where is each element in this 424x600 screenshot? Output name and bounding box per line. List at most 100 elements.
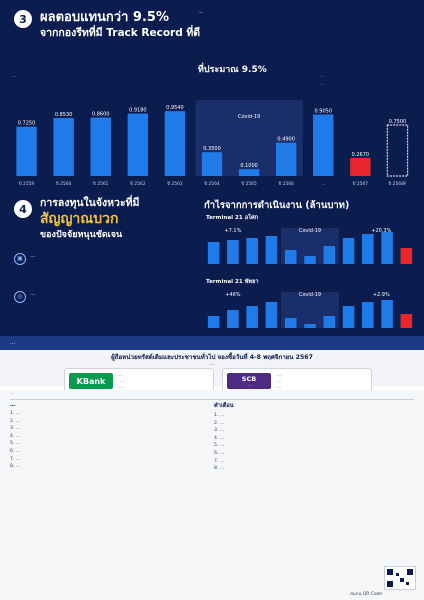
section-number-badge: 4 [14, 200, 32, 218]
bar-value-label: 0.9180 [129, 108, 147, 114]
category-label: ปี 2560 [55, 181, 71, 187]
mini-bar [381, 232, 393, 264]
mini-bar [381, 300, 393, 328]
legend-note-1: … [320, 74, 325, 79]
chart-unit-label: … [12, 74, 17, 79]
subscription-title: ผู้ถือหน่วยทรัสต์เดิมและประชาชนทั่วไป จอ… [111, 354, 313, 361]
bar-value-label: 0.2670 [352, 152, 370, 158]
mini-bar [227, 240, 239, 264]
footer-list-item: 7. … [214, 458, 225, 464]
mini-bar [207, 316, 220, 328]
top-section: 3 ผลตอบแทนกว่า 9.5% จากกองรีทที่มี Track… [0, 0, 424, 336]
footer-list-item: 5. … [214, 443, 225, 449]
mini-chart-2-title: Terminal 21 พัทยา [206, 279, 259, 285]
category-label: ปี 2559 [18, 181, 34, 187]
subscription-strip: … [0, 336, 424, 350]
footer-right-list: 1. … 2. … 3. … 4. … 5. … 6. … 7. … 8. … [214, 412, 414, 473]
footer-list-item: 6. … [10, 448, 21, 454]
mini-bar [400, 314, 413, 328]
bar-value-label: 0.7500 [389, 119, 407, 125]
qr-caption: สแกน QR Code [350, 592, 382, 597]
kbank-logo: KBank [69, 373, 113, 389]
mini-bar [284, 318, 297, 328]
footer-list-item: 4. … [214, 435, 225, 441]
mini-chart-annotation: Covid-19 [299, 228, 321, 234]
bar-value-label: 0.8600 [92, 112, 110, 118]
section4-title-line2: สัญญาณบวก [40, 211, 119, 227]
bar [313, 114, 334, 176]
bar [90, 117, 111, 176]
footer-list-item: 3. … [10, 426, 21, 432]
bar [238, 169, 260, 176]
terminal21-pattaya-chart: +46% Covid-19 +2.9% [207, 292, 413, 328]
qr-code-icon [387, 569, 413, 587]
mini-chart-annotation: Covid-19 [299, 292, 321, 298]
bar-value-label: 0.9050 [315, 108, 333, 114]
scb-details: … … … [277, 372, 282, 389]
mini-bar [304, 256, 316, 264]
footer-list-item: 1. … [214, 413, 225, 418]
bar-value-label: 0.4900 [277, 137, 295, 143]
bullet-item-2: ◎ … [14, 290, 194, 303]
people-icon: ◎ [14, 291, 26, 303]
distribution-bar-chart: Covid-19 0.7250 ปี 2559 0.8530 ปี 2560 0.8600… [16, 100, 409, 187]
mini-bar [342, 306, 355, 328]
mini-bar [362, 302, 374, 328]
bar [386, 124, 409, 177]
terminal21-asok-chart: +7.1% Covid-19 +20.3% [207, 228, 413, 264]
bar [275, 142, 297, 176]
covid-annotation: Covid-19 [238, 114, 260, 120]
mini-bar [246, 238, 258, 264]
footer-section: … … 1. … 2. … 3. … 4. … 5. … 6. … 7. … 8. … คำเ… [0, 390, 424, 600]
section4-title-line3: ของปัจจัยหนุนชัดเจน [40, 230, 123, 240]
footer-left-column: … 1. … 2. … 3. … 4. … 5. … 6. … 7. … 8. … [10, 402, 206, 471]
subscription-subtitle: … [209, 361, 215, 367]
divider [10, 399, 414, 400]
footer-left-title: … [10, 402, 16, 408]
footer-list-item: 3. … [214, 428, 225, 434]
bar-value-label: 0.7250 [18, 121, 36, 127]
bar-value-label: 0.8530 [55, 112, 73, 118]
mini-bar [323, 316, 336, 328]
mini-bar [246, 306, 258, 328]
category-label: … [321, 182, 325, 187]
footer-list-item: 4. … [10, 433, 21, 439]
mini-bar [323, 246, 336, 264]
category-label: ปี 2564 [204, 181, 220, 187]
mini-bar [400, 248, 413, 264]
operating-profit-title: กำไรจากการดำเนินงาน (ล้านบาท) [204, 200, 350, 211]
category-label: ปี 2562 [130, 181, 146, 187]
section3-title-line1: ผลตอบแทนกว่า 9.5% [40, 10, 169, 25]
mini-chart-annotation: +7.1% [224, 228, 241, 234]
mini-bar [284, 250, 297, 264]
mini-bar [342, 238, 355, 264]
qr-code-image[interactable] [384, 566, 416, 590]
footer-right-column: คำเตือน 1. … 2. … 3. … 4. … 5. … 6. … 7. … 8. … [214, 402, 414, 473]
mini-bar [265, 302, 278, 328]
footer-list-item: 2. … [214, 420, 225, 426]
building-icon: ▣ [14, 253, 26, 265]
mini-chart-annotation: +2.9% [373, 292, 390, 298]
footer-list-item: 7. … [10, 456, 21, 462]
mini-bar [227, 310, 239, 328]
section3-title-line2: จากกองรีทที่มี Track Record ที่ดี [40, 27, 201, 39]
footer-left-list: 1. … 2. … 3. … 4. … 5. … 6. … 7. … 8. … [10, 410, 206, 471]
bar [127, 113, 149, 176]
category-label: ปี 2563 [167, 181, 183, 187]
footer-list-item: 8. … [10, 464, 21, 470]
category-label: ปี 2568F [388, 181, 407, 187]
mini-bar [265, 236, 278, 264]
category-label: ปี 2565 [241, 181, 257, 187]
bar-value-label: 0.9540 [166, 105, 184, 111]
footer-list-item: 8. … [214, 466, 225, 472]
section3-highlight: ที่ประมาณ 9.5% [198, 65, 267, 75]
mini-bar [207, 242, 220, 264]
footer-list-item: 1. … [10, 411, 21, 416]
mini-chart-annotation: +20.3% [371, 228, 391, 234]
section3-description: … [198, 9, 204, 15]
category-label: ปี 2561 [92, 181, 108, 187]
mini-chart-1-title: Terminal 21 อโศก [206, 215, 259, 221]
section4-title-line1: การลงทุนในจังหวะที่มี [40, 197, 140, 209]
bar [201, 152, 223, 176]
bar [164, 111, 186, 176]
